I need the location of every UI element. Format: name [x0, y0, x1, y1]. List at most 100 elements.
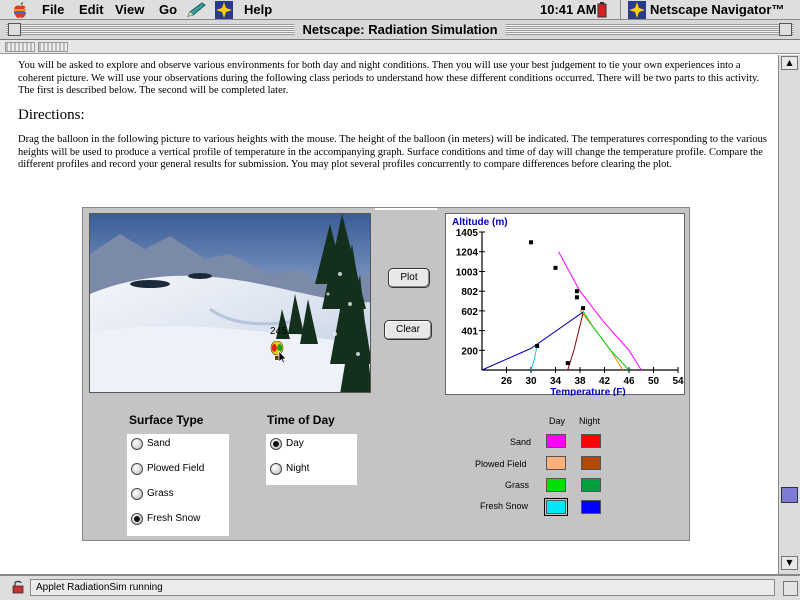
sample-marker [535, 343, 540, 348]
directions-heading: Directions: [18, 107, 85, 123]
radio-button-icon[interactable] [131, 463, 143, 475]
radio-label: Sand [147, 438, 171, 449]
sample-marker [529, 240, 533, 245]
radio-label: Plowed Field [147, 463, 205, 474]
radio-plowed-field[interactable]: Plowed Field [130, 459, 204, 479]
radio-label: Day [286, 438, 304, 449]
status-text: Applet RadiationSim running [30, 579, 775, 596]
legend-swatch-grass-night [581, 478, 601, 492]
menu-clock[interactable]: 10:41 AM [540, 2, 597, 17]
applet-top-notch [375, 208, 437, 210]
radio-button-icon[interactable] [131, 513, 143, 525]
x-tick-label: 38 [574, 376, 586, 387]
toolbar-collapse-tab[interactable] [5, 42, 35, 52]
profile-line-4 [481, 311, 584, 371]
legend-day-header: Day [549, 416, 566, 426]
x-tick-label: 46 [623, 376, 635, 387]
menu-file[interactable]: File [42, 2, 65, 17]
surface-type-group: Sand Plowed Field Grass Fresh Snow [127, 434, 229, 536]
menu-help[interactable]: Help [244, 2, 273, 17]
radiation-sim-applet[interactable]: 245 Plot Clear 200 401 602 802 1003 1204 1405 2… [82, 207, 690, 541]
sample-marker [574, 289, 579, 294]
snow-scene-illustration [90, 214, 370, 392]
y-tick-label: 1003 [456, 267, 479, 278]
legend-label-grass: Grass [505, 480, 530, 490]
legend-label-fresh-snow: Fresh Snow [480, 501, 529, 511]
balloon-icon[interactable] [270, 341, 286, 363]
balloon-altitude-label: 245 [270, 326, 287, 337]
menu-go[interactable]: Go [159, 2, 178, 17]
toolbar-collapse-tab[interactable] [38, 42, 68, 52]
y-tick-label: 1204 [456, 248, 479, 259]
legend-night-header: Night [579, 416, 601, 426]
window-divider [0, 574, 800, 576]
x-axis-title: Temperature (F) [550, 387, 625, 396]
legend-swatch-plowed-day [546, 456, 566, 470]
y-tick-label: 401 [461, 327, 478, 338]
profile-line-5 [530, 345, 538, 371]
sample-marker [553, 265, 558, 270]
snow-scene-image[interactable]: 245 [89, 213, 371, 393]
legend-swatch-snow-night [581, 500, 601, 514]
radio-label: Grass [147, 488, 174, 499]
legend-swatch-sand-night [581, 434, 601, 448]
application-menu-icon[interactable] [628, 1, 646, 19]
menu-edit[interactable]: Edit [79, 2, 104, 17]
radio-button-icon[interactable] [131, 438, 143, 450]
scroll-thumb[interactable] [781, 487, 798, 503]
window-title-bar[interactable]: Netscape: Radiation Simulation [0, 20, 800, 40]
x-tick-label: 50 [648, 376, 660, 387]
radio-label: Night [286, 463, 310, 474]
y-tick-label: 802 [461, 287, 478, 298]
intro-paragraph: You will be asked to explore and observe… [18, 60, 760, 96]
clear-button[interactable]: Clear [384, 320, 432, 340]
status-bar: Applet RadiationSim running [0, 576, 800, 600]
x-tick-label: 34 [550, 376, 562, 387]
page-content: You will be asked to explore and observe… [0, 55, 778, 574]
radio-button-icon[interactable] [131, 488, 143, 500]
scroll-up-arrow-icon[interactable]: ▲ [781, 56, 798, 70]
legend-swatch-plowed-night [581, 456, 601, 470]
plot-button[interactable]: Plot [388, 268, 430, 288]
legend-swatch-snow-day [544, 498, 568, 516]
radio-sand[interactable]: Sand [130, 434, 170, 454]
menu-application[interactable]: Netscape Navigator™ [650, 2, 785, 17]
chart-svg: 200 401 602 802 1003 1204 1405 26 30 34 38 42 46 50 54… [452, 217, 684, 398]
x-tick-label: 54 [672, 376, 684, 387]
legend-label-plowed-field: Plowed Field [475, 459, 527, 469]
radio-button-icon[interactable] [270, 463, 282, 475]
x-tick-label: 30 [525, 376, 537, 387]
close-box-icon[interactable] [8, 23, 21, 36]
directions-paragraph: Drag the balloon in the following pictur… [18, 134, 768, 170]
pen-icon[interactable] [185, 2, 207, 18]
sample-marker [574, 295, 579, 300]
radio-label: Fresh Snow [147, 513, 201, 524]
security-lock-icon[interactable] [10, 580, 26, 594]
scroll-down-arrow-icon[interactable]: ▼ [781, 556, 798, 570]
zoom-box-icon[interactable] [779, 23, 792, 36]
sample-marker [565, 361, 570, 366]
profile-line-2 [582, 310, 630, 371]
menu-view[interactable]: View [115, 2, 145, 17]
vertical-scrollbar[interactable]: ▲ ▼ [778, 55, 800, 574]
menu-bar: File Edit View Go Help 10:41 AM Netscape… [0, 0, 800, 20]
y-tick-label: 602 [461, 307, 478, 318]
radio-day[interactable]: Day [269, 434, 304, 454]
profile-line-3 [567, 312, 584, 371]
time-of-day-group: Day Night [266, 434, 357, 485]
radio-fresh-snow[interactable]: Fresh Snow [130, 509, 200, 529]
surface-type-label: Surface Type [129, 413, 204, 427]
profile-line-0 [558, 251, 642, 371]
radio-button-icon[interactable] [270, 438, 282, 450]
apple-menu-icon[interactable] [12, 1, 28, 19]
radio-night[interactable]: Night [269, 459, 309, 479]
y-axis-title: Altitude (m) [452, 217, 508, 228]
collapsed-toolbar[interactable] [0, 40, 800, 54]
radio-grass[interactable]: Grass [130, 484, 174, 504]
netscape-menu-icon[interactable] [215, 1, 233, 19]
y-tick-label: 200 [461, 346, 478, 357]
resize-grow-box-icon[interactable] [783, 581, 798, 596]
menu-separator [620, 0, 621, 20]
time-of-day-label: Time of Day [267, 413, 335, 427]
legend-label-sand: Sand [510, 437, 532, 447]
